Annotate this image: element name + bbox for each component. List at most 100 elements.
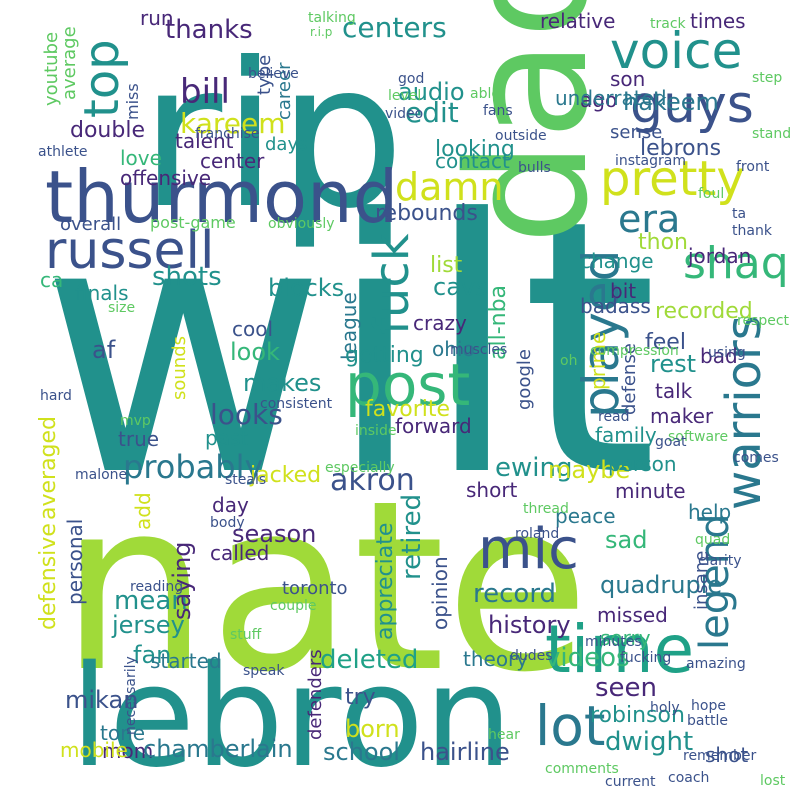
word-thurmond: thurmond [45, 155, 398, 239]
word-bit: bit [610, 279, 636, 303]
word-miss: miss [123, 83, 142, 120]
word-hakeem: hakeem [623, 88, 719, 116]
word-ca: ca [40, 268, 63, 292]
word-opinion: opinion [428, 556, 452, 630]
word-mikan: mikan [65, 686, 138, 714]
word-offensive: offensive [120, 166, 211, 190]
word-saying: saying [168, 541, 196, 620]
word-videos: videos [545, 643, 630, 673]
word-russell: russell [45, 221, 214, 281]
word-prime: prime [586, 332, 610, 390]
word-short: short [466, 478, 518, 502]
word-lot: lot [535, 694, 606, 758]
word-history: history [488, 611, 571, 639]
word-obviously: obviously [268, 216, 335, 232]
word-voice: voice [610, 22, 742, 80]
word-born: born [345, 715, 400, 743]
word-called: called [210, 541, 269, 565]
word-fuck: fuck [364, 233, 420, 335]
word-list: list [430, 253, 463, 278]
word-compression: compression [590, 343, 679, 359]
word-rip: rip [140, 20, 405, 253]
word-hard: hard [40, 388, 72, 404]
word-couple: couple [270, 598, 317, 614]
word-ago: ago [580, 88, 617, 112]
word-kareem: kareem [180, 107, 286, 140]
word-pretty: pretty [600, 151, 745, 207]
word-mvp: mvp [120, 413, 151, 429]
word-fans: fans [483, 103, 513, 119]
word-video: video [385, 106, 423, 122]
word-stand: stand [752, 126, 791, 142]
word-fan: fan [133, 641, 171, 669]
word-appreciate: appreciate [373, 523, 398, 640]
word-bill: bill [180, 72, 230, 112]
word-sad: sad [605, 526, 647, 554]
word-goat: goat [655, 434, 687, 450]
word-seen: seen [595, 673, 657, 703]
word-son: son [610, 67, 645, 91]
word-af: af [92, 336, 116, 364]
word-dwight: dwight [605, 727, 693, 757]
word-talking: talking [308, 10, 356, 26]
word-ta: ta [732, 206, 746, 222]
word-mic: mic [478, 517, 579, 582]
word-look: look [230, 338, 280, 366]
word-robinson: robinson [590, 703, 685, 728]
word-relative: relative [540, 9, 615, 33]
word-deleted: deleted [320, 645, 418, 675]
word-software: software [668, 429, 728, 445]
word-stuff: stuff [230, 627, 262, 643]
word-god: god [398, 71, 424, 87]
word-bad: bad [700, 344, 738, 368]
word-necessarily: necessarily [123, 656, 139, 735]
word-chamberlain: chamberlain [143, 735, 293, 763]
word-thank: thank [732, 223, 773, 239]
word-amazing: amazing [686, 656, 746, 672]
word-true: true [118, 427, 159, 451]
word-quad: quad [695, 532, 730, 548]
word-tone: tone [100, 721, 145, 745]
word-sorry: sorry [600, 626, 651, 650]
word-edit: edit [405, 96, 459, 129]
word-lost: lost [760, 773, 786, 789]
word-bulls: bulls [518, 160, 551, 176]
word-retired: retired [397, 494, 427, 580]
word-top: top [74, 39, 130, 118]
word-size: size [108, 300, 135, 316]
word-steals: steals [225, 472, 266, 488]
word-respect: respect [737, 313, 790, 329]
word-mom: mom [102, 739, 153, 763]
word-franchise: franchise [195, 126, 260, 142]
word-level: level [388, 88, 421, 104]
word-finals: finals [75, 281, 129, 305]
word-youtube: youtube [41, 32, 62, 106]
word-reading: reading [130, 579, 183, 595]
word-clarity: clarity [698, 553, 742, 569]
word-getting: getting [345, 343, 424, 368]
word-insane: insane [691, 551, 712, 610]
word-comments: comments [545, 761, 619, 777]
word-shaq: shaq [683, 238, 789, 289]
word-dad: dad [432, 0, 624, 245]
word-nate: nate [60, 451, 590, 724]
word-probably: probably [123, 448, 263, 486]
word-run: run [140, 6, 174, 30]
word-current: current [605, 774, 656, 790]
word-season: season [232, 520, 316, 548]
word-theory: theory [463, 647, 528, 671]
word-outside: outside [495, 128, 547, 144]
word-dudes: dudes [510, 648, 553, 664]
word-using: using [708, 345, 746, 361]
word-battle: battle [687, 713, 728, 729]
word-post: post [345, 351, 470, 419]
word-body: body [210, 515, 245, 531]
word-defenders: defenders [305, 649, 326, 740]
word-comes: comes [733, 450, 779, 466]
word-person: person [608, 452, 677, 476]
word-played: played [572, 250, 630, 418]
word-toronto: toronto [282, 578, 348, 599]
word-holy: holy [650, 700, 680, 716]
word-thread: thread [523, 501, 569, 517]
